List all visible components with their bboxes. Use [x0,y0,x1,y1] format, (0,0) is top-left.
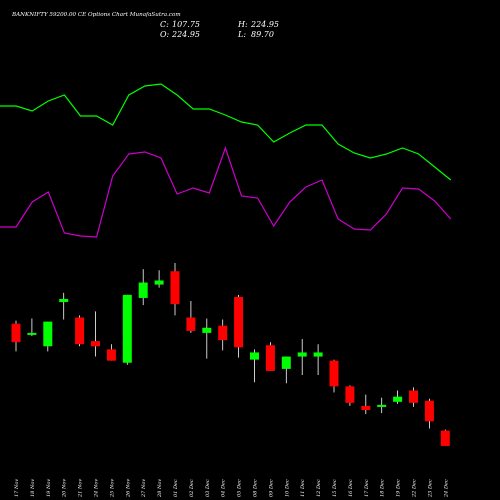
candle-body [75,317,85,345]
candle-body [424,400,434,422]
candle-body [329,360,339,387]
x-tick-label: 12 Dec [316,479,322,497]
x-tick-label: 27 Nov [141,479,147,498]
candle-body [409,390,418,403]
candle-body [170,271,180,305]
candle-body [313,352,323,357]
candle-body [234,296,244,348]
candle-body [91,341,100,347]
low-value: 89.70 [251,30,274,39]
x-tick-label: 25 Nov [109,479,115,498]
candles [11,263,450,446]
low-label: L: [237,30,246,39]
candle-body [440,430,450,446]
x-tick-label: 01 Dec [173,479,179,497]
x-tick-label: 11 Dec [300,479,306,497]
x-tick-label: 02 Dec [189,479,195,497]
candle-body [138,282,148,298]
high-value: 224.95 [250,20,279,29]
candle-body [106,349,116,361]
open-value: 224.95 [171,30,200,39]
x-tick-label: 17 Nov [14,479,20,497]
x-tick-label: 20 Nov [62,479,68,498]
close-value: 107.75 [172,20,200,29]
candle-body [59,298,69,303]
x-tick-label: 16 Dec [348,479,354,497]
candle-body [250,352,259,360]
x-axis-ticks: 17 Nov 18 Nov 19 Nov 20 Nov 21 Nov 24 Nov 25 N… [14,479,449,498]
x-tick-label: 08 Dec [253,479,259,497]
candle-body [27,332,37,335]
x-tick-label: 19 Dec [396,479,402,497]
lower-indicator-line [0,146,452,238]
x-tick-label: 23 Dec [427,479,433,498]
high-label: H: [237,20,248,29]
candle-body [281,356,291,369]
x-tick-label: 26 Nov [125,479,131,498]
candle-body [154,280,164,285]
candle-body [361,405,371,411]
candle-body [345,386,355,403]
x-tick-label: 15 Dec [332,479,338,497]
candle-body [43,321,53,347]
candle-body [202,327,212,333]
x-tick-label: 28 Nov [157,479,163,498]
x-tick-label: 21 Nov [78,479,84,498]
candle-body [122,294,132,363]
x-tick-label: 05 Dec [237,479,243,497]
candle-body [297,352,307,357]
candle-body [11,323,21,343]
x-tick-label: 10 Dec [284,479,290,497]
x-tick-label: 18 Nov [30,479,36,497]
upper-indicator-line [0,83,452,181]
candle-body [218,325,228,341]
x-tick-label: 17 Dec [364,479,370,497]
x-tick-label: 18 Dec [380,479,386,497]
open-label: O: [160,30,170,39]
x-tick-label: 03 Dec [205,479,211,497]
x-tick-label: 09 Dec [268,479,274,497]
candle-body [393,396,403,402]
candle-body [265,345,275,371]
indicator-lines [0,83,452,238]
candle-body [377,404,387,407]
close-label: C: [160,20,169,29]
candle-body [186,317,196,331]
x-tick-label: 24 Dec [443,479,449,498]
x-tick-label: 19 Nov [46,479,52,497]
x-tick-label: 04 Dec [221,479,227,497]
x-tick-label: 22 Dec [412,479,418,498]
x-tick-label: 24 Nov [94,479,100,498]
chart-title: BANKNIFTY 59200.00 CE Options Chart Muna… [11,12,181,18]
